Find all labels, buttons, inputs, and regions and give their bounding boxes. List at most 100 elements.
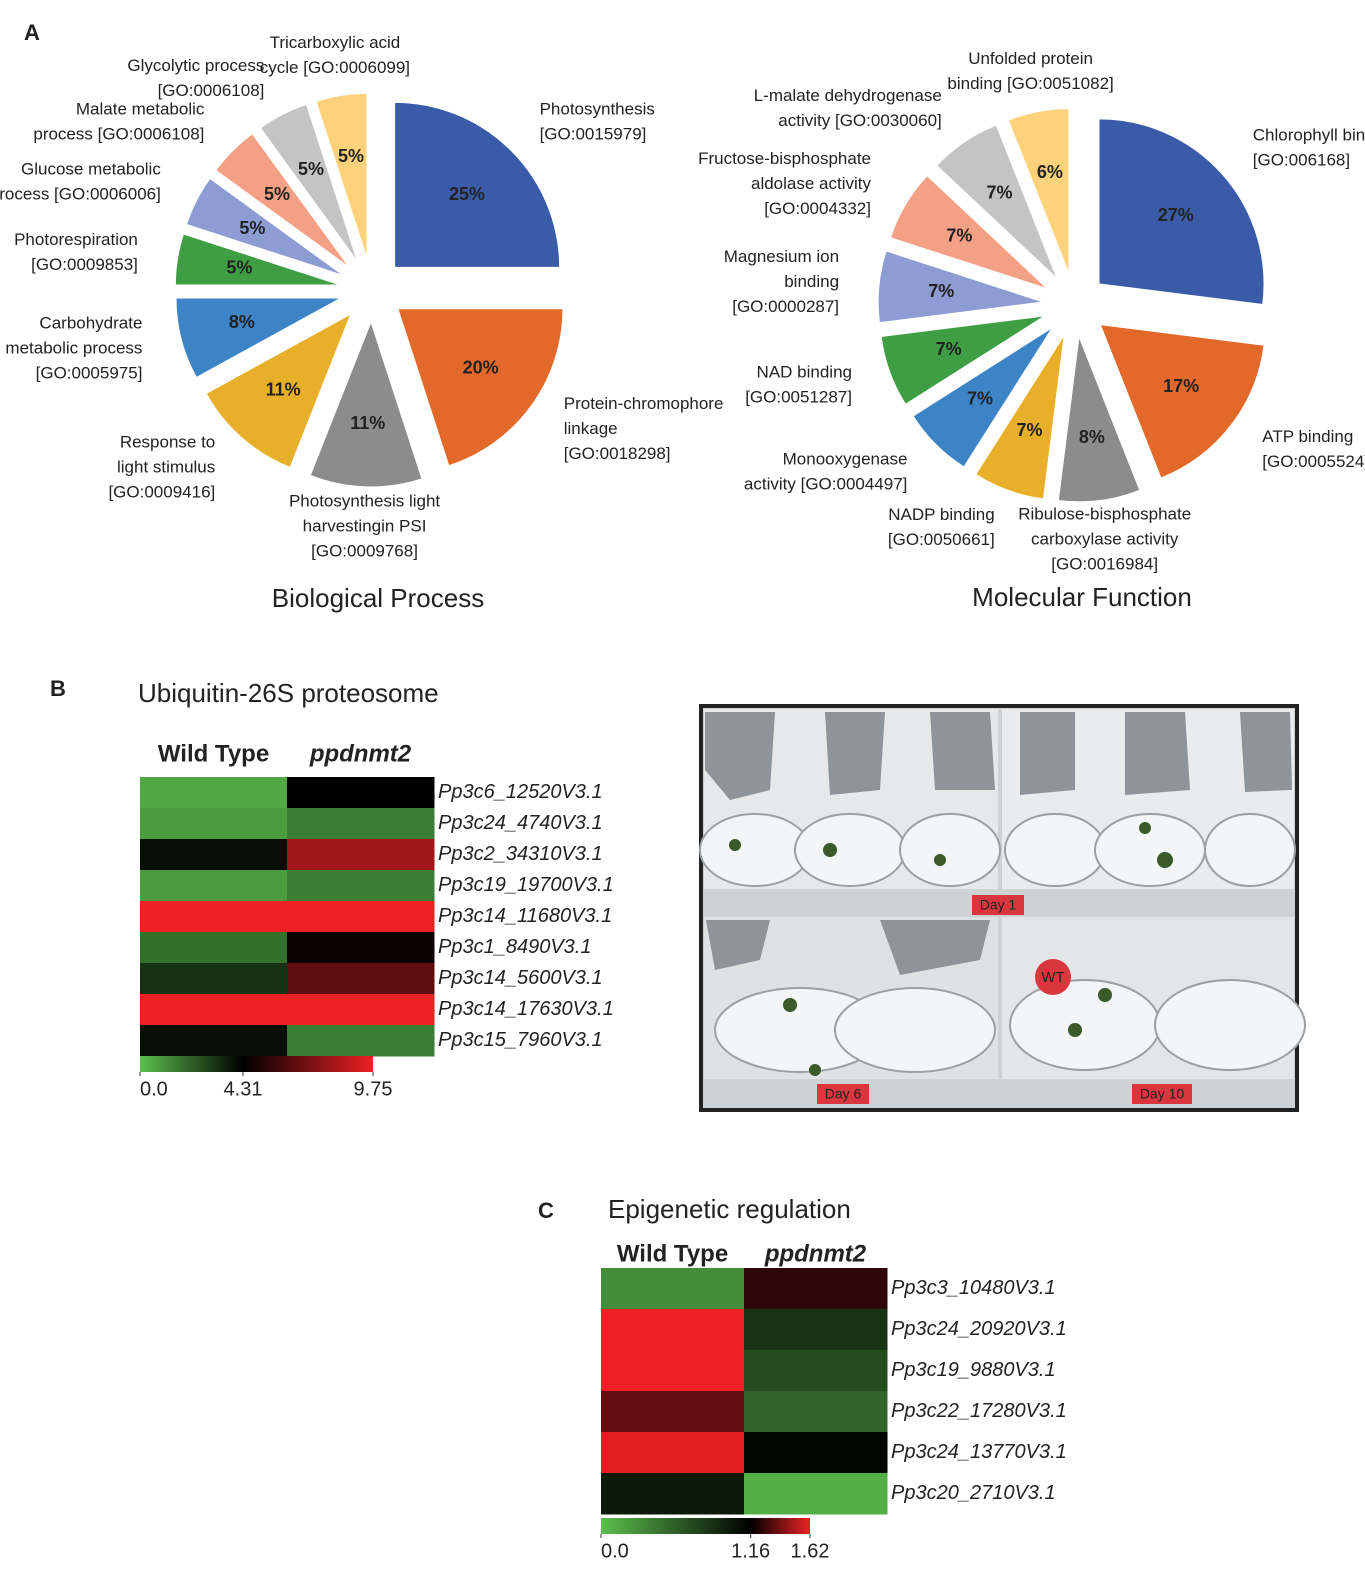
category-label: [GO:0016984] xyxy=(1051,555,1158,574)
row-label: Pp3c24_4740V3.1 xyxy=(438,812,603,834)
row-label: Pp3c19_9880V3.1 xyxy=(891,1359,1056,1381)
heat-cell xyxy=(140,994,288,1026)
pie-slice xyxy=(205,312,352,469)
category-label: harvestingin PSI xyxy=(303,516,427,535)
value-label: 7% xyxy=(946,225,972,245)
value-label: 8% xyxy=(1079,427,1105,447)
category-label: [GO:0009416] xyxy=(108,482,215,501)
value-label: 7% xyxy=(936,339,962,359)
day-label: Day 1 xyxy=(980,897,1017,913)
heat-cell xyxy=(287,777,435,809)
chart-title: Ubiquitin-26S proteosome xyxy=(138,678,439,708)
foil xyxy=(705,712,1292,975)
category-label: Monooxygenase xyxy=(783,450,908,469)
heat-cell xyxy=(287,932,435,964)
heat-cell xyxy=(140,777,288,809)
value-label: 5% xyxy=(226,258,252,278)
value-label: 5% xyxy=(264,184,290,204)
heat-cell xyxy=(140,901,288,933)
category-label: Magnesium ion xyxy=(724,247,839,266)
row-label: Pp3c14_5600V3.1 xyxy=(438,967,603,989)
heat-cell xyxy=(601,1309,745,1351)
pie-slice xyxy=(889,175,1048,290)
photo-panel: WT Day 1 Day 6 Day 10 xyxy=(699,704,1306,1112)
category-label: Tricarboxylic acid xyxy=(270,33,401,52)
category-label: binding xyxy=(784,272,839,291)
category-label: Ribulose-bisphosphate xyxy=(1018,505,1191,524)
category-label: aldolase activity xyxy=(751,174,872,193)
value-label: 5% xyxy=(338,146,364,166)
day-box xyxy=(1132,1084,1192,1104)
value-label: 7% xyxy=(987,183,1013,203)
colorbar-tick-label: 9.75 xyxy=(354,1078,393,1100)
category-label: light stimulus xyxy=(117,457,215,476)
value-label: 11% xyxy=(350,413,385,433)
day-box xyxy=(817,1084,869,1104)
category-label: Unfolded protein xyxy=(968,49,1093,68)
category-label: Photosynthesis light xyxy=(289,491,440,510)
colorbar-tick-label: 1.62 xyxy=(791,1540,830,1562)
day-label: Day 10 xyxy=(1140,1086,1185,1102)
category-label: [GO:0015979] xyxy=(540,124,647,143)
category-label: activity [GO:0004497] xyxy=(744,475,907,494)
pie-slice xyxy=(912,327,1053,468)
row-label: Pp3c2_34310V3.1 xyxy=(438,843,603,865)
value-label: 27% xyxy=(1158,205,1194,225)
pie-slice xyxy=(1099,324,1265,479)
pie-slice xyxy=(880,315,1046,405)
pie-slice xyxy=(309,320,423,488)
row-label: Pp3c14_17630V3.1 xyxy=(438,998,614,1020)
value-label: 7% xyxy=(1016,420,1042,440)
category-label: activity [GO:0030060] xyxy=(778,111,941,130)
heat-cell xyxy=(744,1473,888,1515)
column-label: ppdnmt2 xyxy=(764,1240,867,1267)
pie-slice xyxy=(175,297,342,379)
category-label: NAD binding xyxy=(757,362,852,381)
value-label: 5% xyxy=(239,218,265,238)
category-label: Carbohydrate xyxy=(39,313,142,332)
category-label: [GO:0050661] xyxy=(888,530,995,549)
heat-cell xyxy=(601,1391,745,1433)
category-label: Fructose-bisphosphate xyxy=(698,149,871,168)
colorbar-tick-label: 4.31 xyxy=(224,1078,263,1100)
heat-cell xyxy=(140,963,288,995)
value-label: 6% xyxy=(1037,162,1063,182)
row-label: Pp3c22_17280V3.1 xyxy=(891,1400,1067,1422)
category-label: Malate metabolic xyxy=(76,99,205,118)
category-label: process [GO:0006108] xyxy=(33,124,204,143)
chart-title: Molecular Function xyxy=(972,582,1192,612)
row-label: Pp3c24_20920V3.1 xyxy=(891,1318,1067,1340)
colorbar-tick-label: 0.0 xyxy=(140,1078,168,1100)
moss xyxy=(729,822,1173,1076)
panel-label: A xyxy=(24,20,40,45)
category-label: [GO:0018298] xyxy=(564,444,671,463)
row-label: Pp3c3_10480V3.1 xyxy=(891,1277,1056,1299)
pie-slice xyxy=(975,334,1065,500)
pie-slice xyxy=(1007,108,1070,274)
heat-cell xyxy=(601,1432,745,1474)
value-label: 17% xyxy=(1163,376,1199,396)
row-label: Pp3c19_19700V3.1 xyxy=(438,874,614,896)
category-label: carboxylase activity xyxy=(1031,530,1179,549)
category-label: Protein-chromophore xyxy=(564,394,724,413)
pie-slice xyxy=(394,101,561,268)
category-label: [GO:006168] xyxy=(1253,150,1350,169)
category-label: process [GO:0006006] xyxy=(0,184,161,203)
pie-slice xyxy=(185,177,344,276)
heat-cell xyxy=(287,901,435,933)
column-label: Wild Type xyxy=(617,1240,728,1267)
heat-cell xyxy=(287,1025,435,1057)
category-label: cycle [GO:0006099] xyxy=(260,58,410,77)
pie-slice xyxy=(1098,118,1265,306)
category-label: ATP binding xyxy=(1262,427,1353,446)
pie-slice xyxy=(315,92,368,259)
tag-circle xyxy=(1035,959,1071,995)
chart-title: Epigenetic regulation xyxy=(608,1194,851,1224)
pie-slice xyxy=(174,233,341,286)
category-label: L-malate dehydrogenase xyxy=(754,86,942,105)
category-label: metabolic process xyxy=(5,338,142,357)
row-label: Pp3c24_13770V3.1 xyxy=(891,1441,1067,1463)
pie-slice xyxy=(215,133,350,268)
heat-cell xyxy=(744,1309,888,1351)
category-label: Glucose metabolic xyxy=(21,159,161,178)
